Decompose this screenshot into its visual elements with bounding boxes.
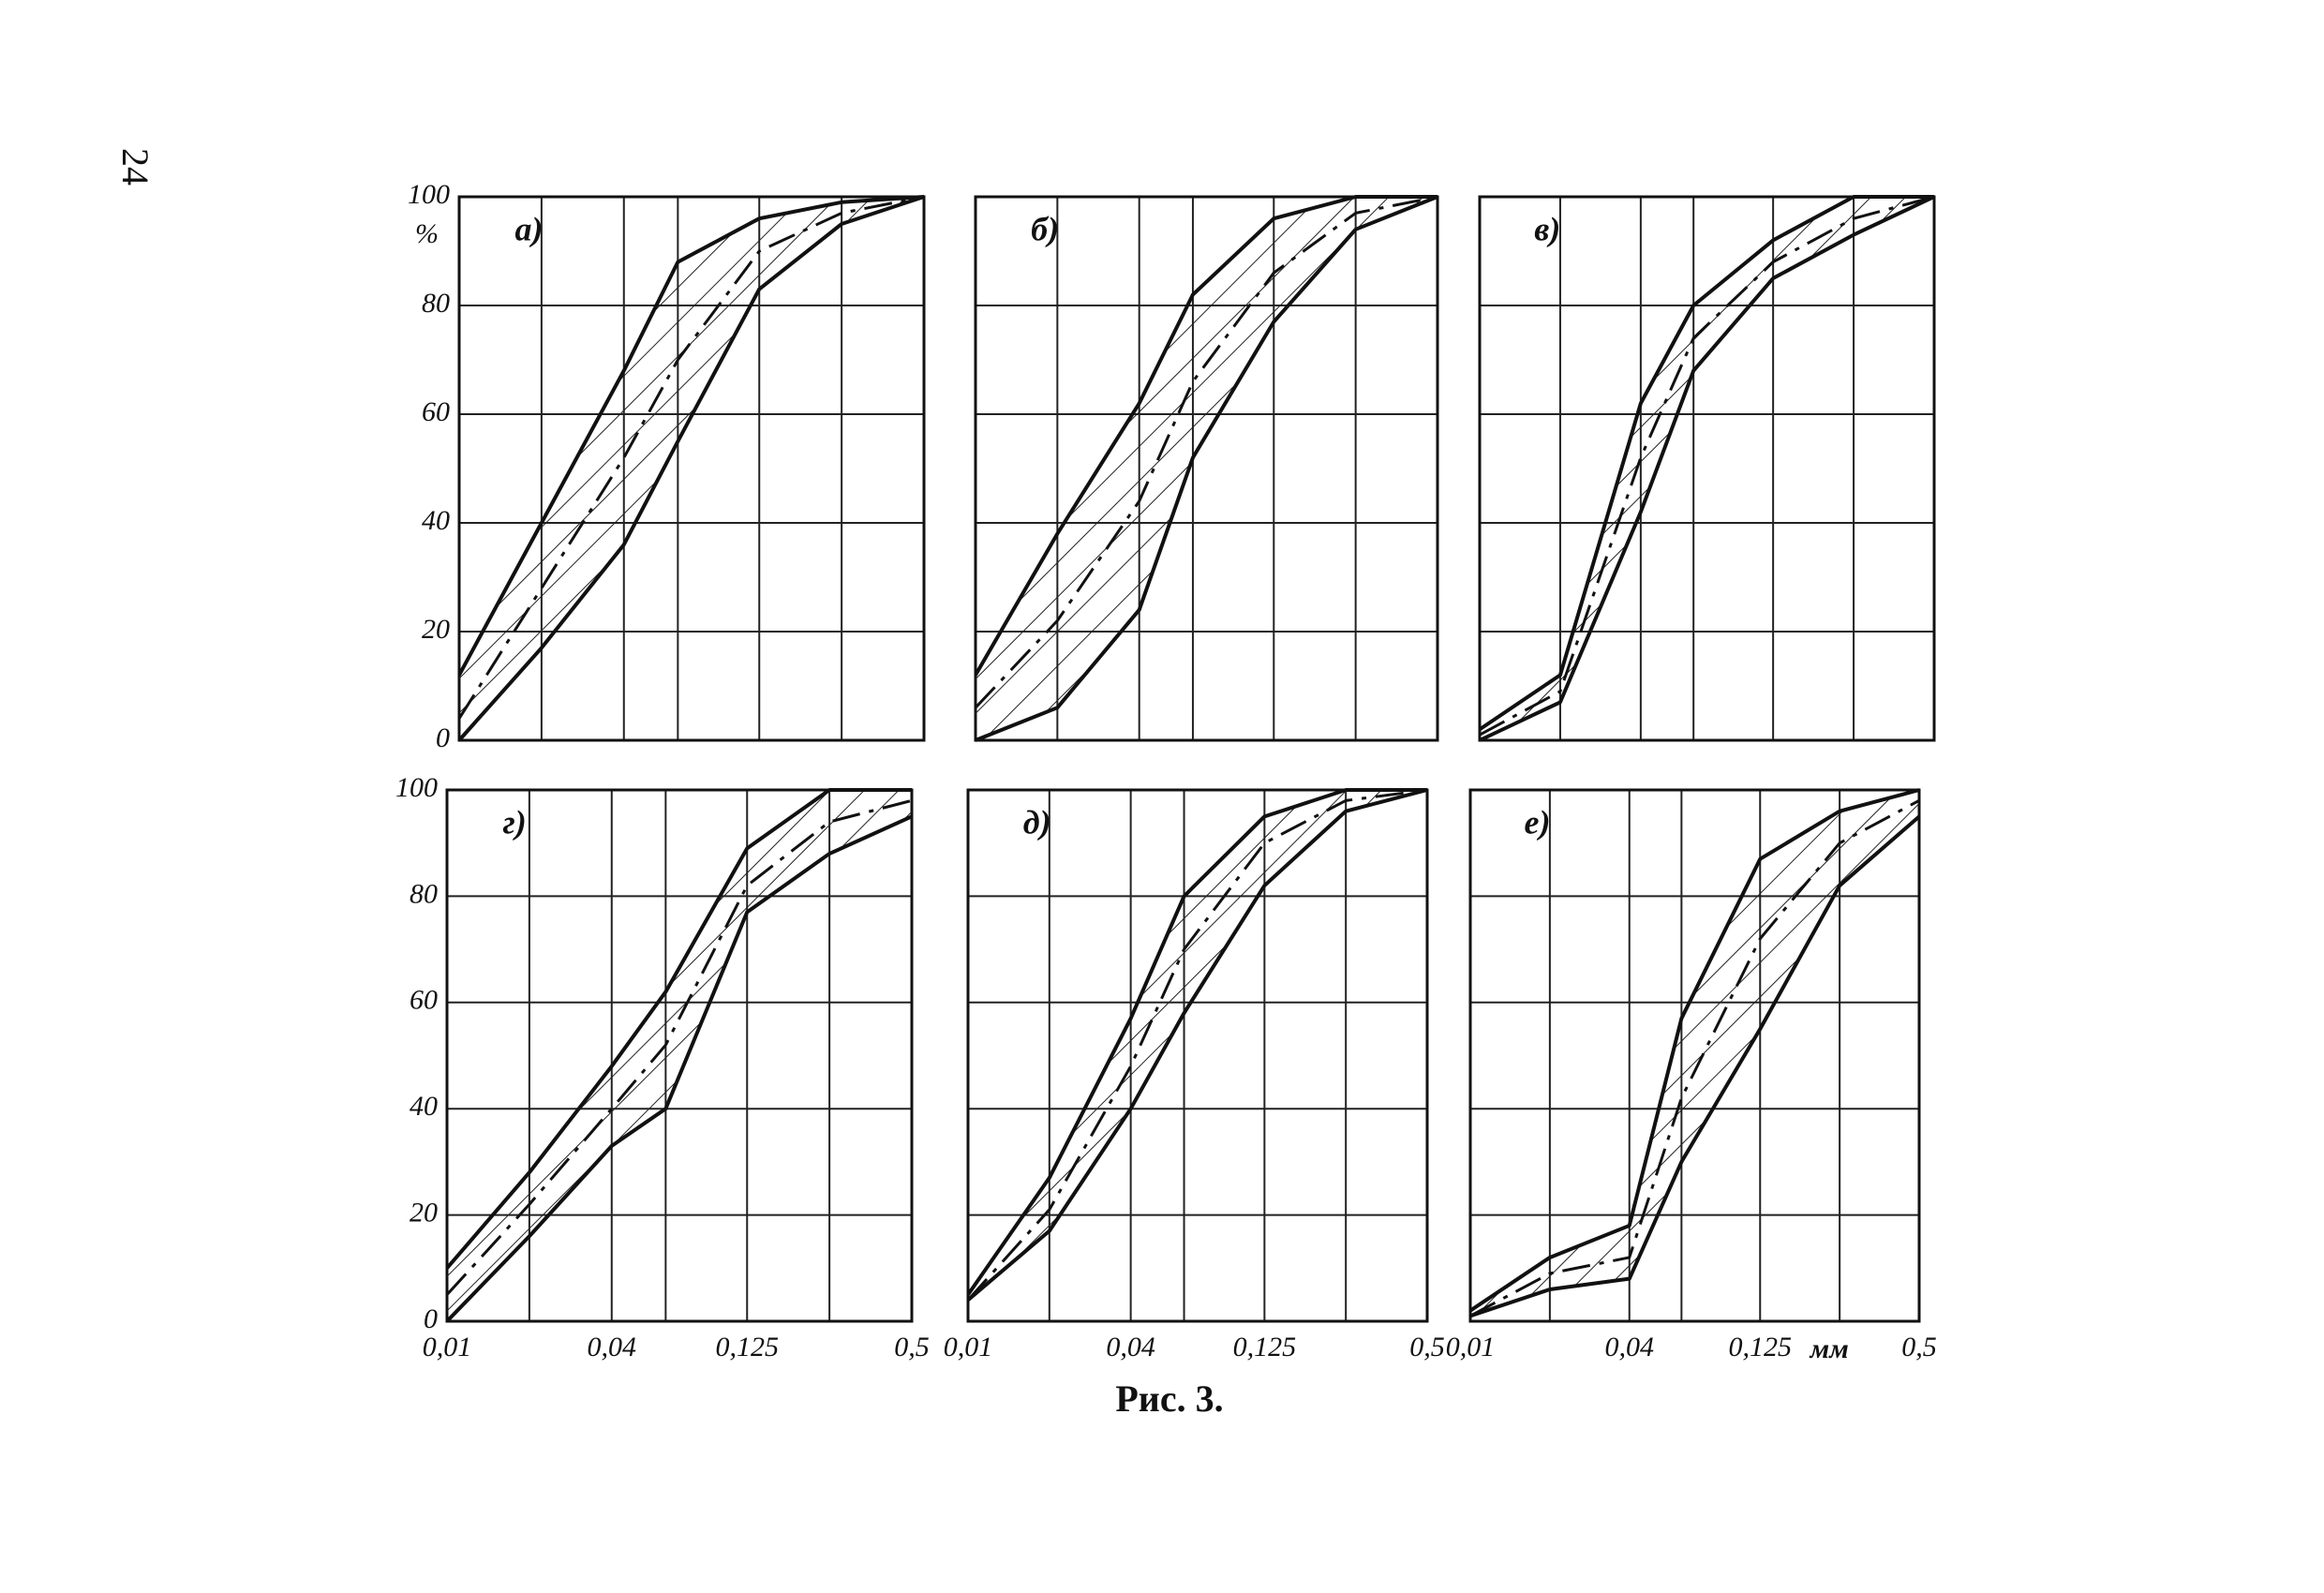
mean-line: [457, 195, 925, 720]
panel-label: г): [503, 803, 527, 841]
frame: [1468, 788, 1921, 1323]
x-tick-label: 0,04: [588, 1332, 637, 1362]
y-tick-label: 20: [410, 1197, 438, 1228]
mean-line: [1479, 195, 1935, 737]
frame: [974, 195, 1439, 742]
x-axis-label: мм: [1809, 1333, 1849, 1364]
x-tick-label: 0,125: [1233, 1332, 1297, 1362]
y-tick-label: 60: [422, 396, 450, 427]
hatch-fill: [1470, 790, 1919, 1317]
boundary-line: [966, 788, 1427, 1296]
mean-line: [966, 788, 1428, 1302]
x-tick-label: 0,01: [944, 1332, 993, 1362]
boundary-line: [1469, 814, 1921, 1318]
mean-line: [445, 798, 913, 1296]
boundary-line: [445, 788, 912, 1270]
hatch-fill: [976, 197, 1438, 740]
boundary-line: [966, 788, 1428, 1302]
boundary-line: [457, 195, 925, 742]
y-tick-label: 0: [424, 1303, 438, 1334]
y-tick-label: 80: [422, 288, 450, 319]
panel-label: б): [1031, 210, 1059, 247]
frame: [457, 195, 926, 742]
x-tick-label: 0,5: [1409, 1332, 1445, 1362]
frame: [966, 788, 1429, 1323]
y-tick-label: 60: [410, 985, 438, 1016]
y-tick-label: 100: [395, 772, 438, 803]
boundary-line: [974, 195, 1438, 677]
panel-label: в): [1534, 210, 1560, 247]
y-axis-label: %: [415, 218, 439, 249]
y-tick-label: 20: [422, 614, 450, 645]
frame: [445, 788, 914, 1323]
boundary-line: [1478, 195, 1934, 732]
x-tick-label: 0,01: [1446, 1332, 1496, 1362]
boundary-line: [1468, 788, 1920, 1313]
x-tick-label: 0,125: [1729, 1332, 1793, 1362]
frame: [1478, 195, 1936, 742]
boundary-line: [975, 195, 1438, 742]
x-tick-label: 0,01: [423, 1332, 472, 1362]
y-tick-label: 80: [410, 878, 438, 909]
y-tick-label: 0: [436, 722, 450, 753]
panel-label: д): [1023, 803, 1051, 841]
hatch-fill: [447, 790, 912, 1321]
y-tick-label: 40: [410, 1091, 438, 1122]
panel-label: е): [1524, 803, 1550, 841]
y-tick-label: 40: [422, 505, 450, 536]
mean-line: [974, 195, 1438, 709]
hatch-fill: [459, 197, 924, 740]
page-number: 24: [114, 148, 156, 186]
x-tick-label: 0,125: [715, 1332, 779, 1362]
panel-label: а): [515, 210, 544, 247]
mean-line: [1469, 799, 1920, 1318]
boundary-line: [445, 814, 913, 1323]
caption: Рис. 3.: [1115, 1377, 1223, 1420]
y-tick-label: 100: [408, 179, 450, 210]
x-tick-label: 0,5: [1901, 1332, 1937, 1362]
x-tick-label: 0,5: [894, 1332, 930, 1362]
hatch-fill: [1480, 197, 1934, 740]
hatch-fill: [968, 790, 1427, 1301]
boundary-line: [1479, 195, 1935, 742]
boundary-line: [457, 195, 925, 677]
x-tick-label: 0,04: [1604, 1332, 1654, 1362]
x-tick-label: 0,04: [1106, 1332, 1155, 1362]
